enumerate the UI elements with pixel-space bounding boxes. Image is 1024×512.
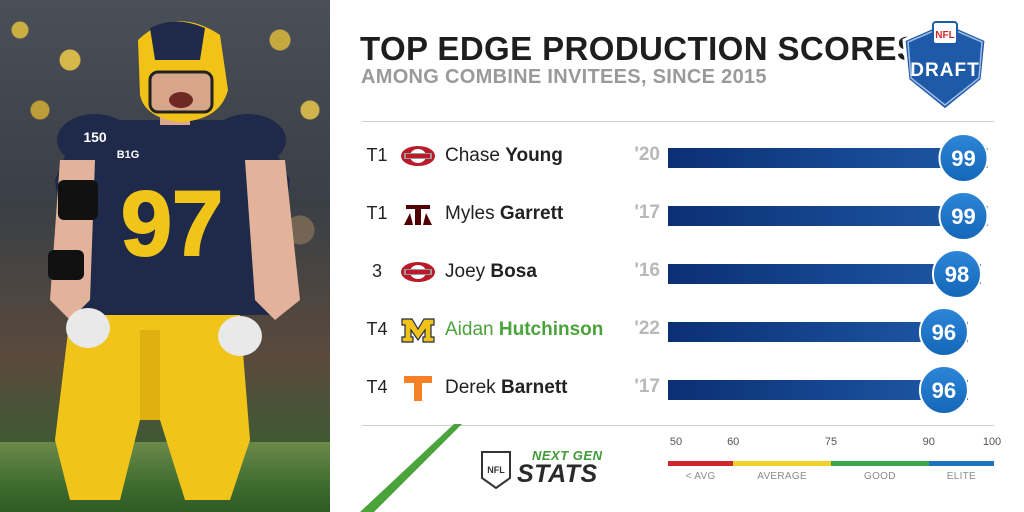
draft-logo-text: DRAFT xyxy=(910,60,979,81)
field-grass xyxy=(0,442,330,512)
score-badge xyxy=(938,133,989,183)
score-label: 96 xyxy=(932,320,956,345)
player-first-name: Joey xyxy=(445,261,491,282)
score-scale-legend: 50 60 75 90 100 < AVG AVERAGE GOOD ELITE xyxy=(660,436,1001,492)
draft-year: '17 xyxy=(634,202,660,223)
player-rank: T1 xyxy=(366,145,388,165)
scale-tick-label: 50 xyxy=(669,436,683,448)
player-rank: T4 xyxy=(366,319,388,339)
player-first-name: Derek xyxy=(445,377,501,398)
score-bar xyxy=(668,380,968,400)
scale-tick-label: 60 xyxy=(727,436,740,448)
next-gen-stats-logo: NFL xyxy=(481,451,511,490)
nfl-shield-small-icon: NFL xyxy=(487,465,505,475)
draft-year: '16 xyxy=(634,260,660,281)
scale-band xyxy=(831,461,929,466)
player-rank: T4 xyxy=(366,377,388,397)
player-last-name: Garrett xyxy=(499,203,564,224)
score-bar xyxy=(668,322,968,342)
scale-tick-label: 100 xyxy=(982,436,1002,448)
player-first-name: Chase xyxy=(445,145,506,166)
draft-year: '17 xyxy=(634,376,660,397)
player-name: Derek Barnett xyxy=(445,377,567,399)
score-bar xyxy=(668,264,981,284)
ngs-brand-bottom: STATS xyxy=(517,460,598,488)
player-last-name: Young xyxy=(505,145,563,166)
player-last-name: Hutchinson xyxy=(498,319,604,340)
accent-stripe xyxy=(360,424,462,512)
scale-band xyxy=(928,461,994,466)
score-label: 99 xyxy=(951,146,975,171)
score-label: 96 xyxy=(932,378,956,403)
score-badge xyxy=(918,307,969,357)
scale-band xyxy=(668,461,734,466)
score-label: 99 xyxy=(951,204,975,229)
player-rank: 3 xyxy=(371,261,382,281)
scale-band-label: GOOD xyxy=(864,471,896,482)
scale-band xyxy=(733,461,831,466)
score-badge xyxy=(938,191,989,241)
score-label: 98 xyxy=(945,262,969,287)
chart-title: TOP EDGE PRODUCTION SCORES xyxy=(360,30,920,67)
row-divider xyxy=(362,121,994,122)
draft-year: '22 xyxy=(634,318,660,339)
player-row: T1 Myles Garrett '17 xyxy=(360,186,1000,244)
player-last-name: Barnett xyxy=(500,377,568,398)
row-divider xyxy=(362,425,994,426)
ngs-brand-top: NEXT GEN xyxy=(532,448,603,463)
player-last-name: Bosa xyxy=(490,261,537,282)
jersey-patch: 150 xyxy=(83,129,107,145)
player-row: T4 Aidan Hutchinson '22 xyxy=(360,302,1000,360)
player-rank: T1 xyxy=(366,203,388,223)
ohio-state-logo xyxy=(401,262,435,282)
player-photo: 97 150 B1G xyxy=(0,0,330,512)
score-badge xyxy=(931,249,982,299)
ohio-state-logo xyxy=(401,146,435,166)
michigan-logo xyxy=(401,318,435,343)
tennessee-logo xyxy=(404,376,432,401)
conference-patch: B1G xyxy=(117,149,140,161)
texas-am-logo xyxy=(404,205,432,225)
player-row: T4 Derek Barnett '17 xyxy=(360,360,1000,418)
player-row: T1 Chase Young '20 xyxy=(360,128,1000,186)
player-name: Chase Young xyxy=(445,145,563,167)
player-name: Myles Garrett xyxy=(445,203,563,225)
score-bar xyxy=(668,148,988,168)
player-first-name: Myles xyxy=(445,203,500,224)
chart-subtitle: AMONG COMBINE INVITEES, SINCE 2015 xyxy=(361,66,767,88)
nfl-draft-logo: NFL DRAFT xyxy=(902,20,988,112)
player-figure: 97 150 B1G xyxy=(48,21,300,500)
scale-band-label: ELITE xyxy=(946,471,977,482)
draft-year: '20 xyxy=(634,144,660,165)
score-badge xyxy=(918,365,969,415)
scale-tick-label: 90 xyxy=(922,436,935,448)
scale-band-label: AVERAGE xyxy=(757,471,807,482)
player-row: 3 Joey Bosa '16 xyxy=(360,244,1000,302)
draft-logo-nfl: NFL xyxy=(935,30,954,41)
player-name: Aidan Hutchinson xyxy=(445,319,603,341)
jersey-number: 97 xyxy=(121,173,223,275)
nfl-shield-icon xyxy=(932,21,958,45)
player-name: Joey Bosa xyxy=(445,261,537,283)
scale-tick-label: 75 xyxy=(824,436,838,448)
score-bar xyxy=(668,206,988,226)
scale-band-label: < AVG xyxy=(685,471,716,482)
player-first-name: Aidan xyxy=(445,319,499,340)
